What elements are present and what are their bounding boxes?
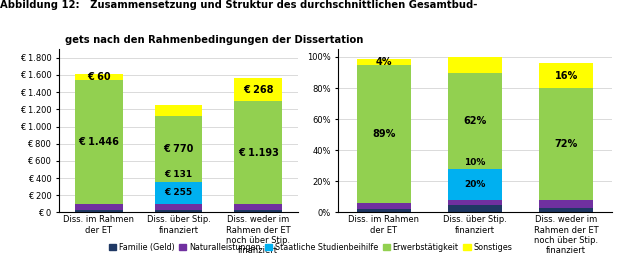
Text: € 255: € 255: [165, 188, 193, 197]
Text: 16%: 16%: [555, 71, 578, 81]
Bar: [448, 169, 502, 200]
Bar: [75, 80, 123, 204]
Bar: [539, 63, 594, 88]
Text: 72%: 72%: [555, 139, 578, 149]
Bar: [448, 205, 502, 212]
Bar: [539, 88, 594, 200]
Bar: [155, 210, 202, 212]
Bar: [234, 101, 282, 204]
Bar: [155, 204, 202, 210]
Bar: [356, 203, 411, 209]
Bar: [234, 204, 282, 210]
Text: 4%: 4%: [376, 57, 392, 67]
Bar: [356, 65, 411, 203]
Legend: Familie (Geld), Naturalleistungen, Staatliche Studienbeihilfe, Erwerbstätigkeit,: Familie (Geld), Naturalleistungen, Staat…: [106, 240, 515, 255]
Bar: [75, 204, 123, 210]
Bar: [155, 182, 202, 204]
Bar: [75, 74, 123, 80]
Bar: [448, 57, 502, 73]
Bar: [75, 210, 123, 212]
Bar: [234, 78, 282, 101]
Text: 10%: 10%: [465, 157, 486, 167]
Bar: [234, 210, 282, 212]
Bar: [356, 209, 411, 212]
Text: 62%: 62%: [463, 116, 487, 126]
Bar: [539, 208, 594, 212]
Text: € 1.193: € 1.193: [238, 148, 279, 157]
Bar: [448, 73, 502, 169]
Text: € 268: € 268: [243, 85, 273, 95]
Bar: [155, 105, 202, 116]
Text: € 1.446: € 1.446: [78, 137, 119, 147]
Text: 89%: 89%: [373, 129, 396, 139]
Text: € 131: € 131: [165, 170, 193, 179]
Text: gets nach den Rahmenbedingungen der Dissertation: gets nach den Rahmenbedingungen der Diss…: [65, 35, 363, 45]
Bar: [356, 59, 411, 65]
Text: 20%: 20%: [465, 180, 486, 189]
Text: Abbildung 12:   Zusammensetzung und Struktur des durchschnittlichen Gesamtbud-: Abbildung 12: Zusammensetzung und Strukt…: [0, 0, 478, 10]
Text: € 60: € 60: [87, 72, 111, 82]
Bar: [155, 116, 202, 182]
Bar: [448, 200, 502, 205]
Bar: [539, 200, 594, 208]
Text: € 770: € 770: [163, 144, 194, 154]
